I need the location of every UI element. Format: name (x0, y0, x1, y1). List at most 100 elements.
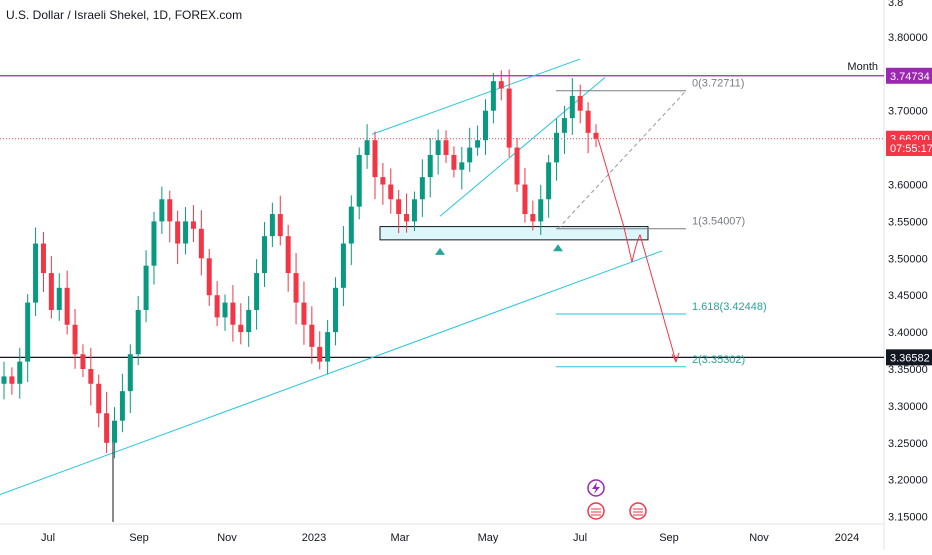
candle-body (230, 302, 236, 325)
chart-title: U.S. Dollar / Israeli Shekel, 1D, FOREX.… (6, 8, 243, 22)
projection-arrow-3 (631, 234, 641, 263)
candle-body (183, 221, 189, 244)
price-badge (886, 349, 932, 366)
candle-body (64, 287, 70, 325)
candle-body (238, 324, 244, 333)
y-tick-label: 3.40000 (888, 327, 928, 339)
candle-body (554, 132, 560, 163)
candle-body (380, 177, 386, 185)
candle-body (190, 221, 196, 229)
y-tick-label: 3.70000 (888, 106, 928, 118)
candle-body (127, 354, 133, 392)
candle-body (569, 95, 575, 119)
candle-body (435, 140, 441, 155)
candle-body (104, 413, 110, 443)
candle-body (167, 199, 173, 222)
candle-body (490, 81, 496, 111)
candle-body (214, 295, 220, 318)
candle-body (419, 177, 425, 200)
candle-body (175, 221, 181, 244)
candle-body (514, 147, 520, 185)
candle-body (261, 236, 267, 274)
candle-body (388, 184, 394, 200)
candle-body (317, 346, 323, 362)
candle-body (159, 199, 165, 222)
candle-body (285, 236, 291, 274)
long-trendline (0, 250, 663, 495)
projection-arrow-2 (623, 227, 633, 263)
us-flag-icon[interactable] (629, 502, 647, 520)
x-tick-label: Sep (129, 532, 149, 544)
candle-body (222, 302, 228, 318)
candle-body (372, 140, 378, 178)
y-tick-label: 3.60000 (888, 180, 928, 192)
candle-body (25, 302, 31, 362)
projection-arrow-4 (639, 234, 677, 362)
channel-lower-line (439, 77, 606, 217)
candle-body (443, 140, 449, 155)
lightning-glyph (592, 482, 600, 494)
candle-body (198, 228, 204, 259)
candle-body (482, 110, 488, 141)
candle-body (143, 265, 149, 310)
candle-body (72, 324, 78, 355)
candle-body (151, 221, 157, 266)
candle-body (593, 132, 599, 139)
projection-arrow-1 (597, 138, 625, 228)
x-tick-label: Sep (659, 532, 679, 544)
x-tick-label: Jul (573, 532, 587, 544)
candle-body (427, 154, 433, 178)
y-tick-label: 3.35000 (888, 364, 928, 376)
candle-body (40, 243, 46, 274)
y-tick-label: 3.30000 (888, 401, 928, 413)
candle-body (561, 118, 567, 133)
candle-body (451, 154, 457, 170)
candle-body (585, 110, 591, 133)
x-tick-label: Nov (217, 532, 237, 544)
candle-body (206, 258, 212, 296)
month-line-label: Month (847, 61, 878, 73)
candle-body (498, 81, 504, 89)
candle-body (340, 243, 346, 288)
x-tick-label: 2024 (835, 532, 859, 544)
candle-body (538, 199, 544, 222)
x-tick-label: May (478, 532, 499, 544)
candle-body (1, 376, 7, 384)
candle-body (33, 243, 39, 303)
candle-body (88, 369, 94, 384)
candle-body (459, 162, 465, 170)
candle-body (577, 95, 583, 111)
x-tick-label: Nov (749, 532, 769, 544)
y-tick-label: 3.15000 (888, 512, 928, 524)
projection-arrowhead (671, 352, 680, 363)
candle-body (530, 214, 536, 222)
candle-body (411, 199, 417, 222)
candle-body (277, 214, 283, 237)
candle-body (293, 273, 299, 303)
candle-body (96, 383, 102, 414)
candle-body (396, 199, 402, 215)
candle-body (80, 354, 86, 370)
fib-level-label: 1(3.54007) (692, 216, 745, 228)
candle-body (522, 184, 528, 215)
fib-level-label: 1.618(3.42448) (692, 301, 767, 313)
candle-body (333, 287, 339, 333)
y-tick-label: 3.25000 (888, 438, 928, 450)
candle-body (475, 140, 481, 148)
x-tick-label: Jul (41, 532, 55, 544)
candle-body (404, 214, 410, 222)
candle-body (254, 273, 260, 310)
support-marker-triangle (553, 244, 563, 252)
us-flag-icon[interactable] (587, 502, 605, 520)
candle-body (112, 420, 118, 443)
candle-body (48, 273, 54, 310)
fib-projection-line (557, 90, 687, 230)
candle-body (546, 162, 552, 200)
candle-body (506, 88, 512, 148)
candle-body (348, 206, 354, 244)
channel-upper-line (371, 58, 581, 135)
y-tick-label: 3.50000 (888, 253, 928, 265)
